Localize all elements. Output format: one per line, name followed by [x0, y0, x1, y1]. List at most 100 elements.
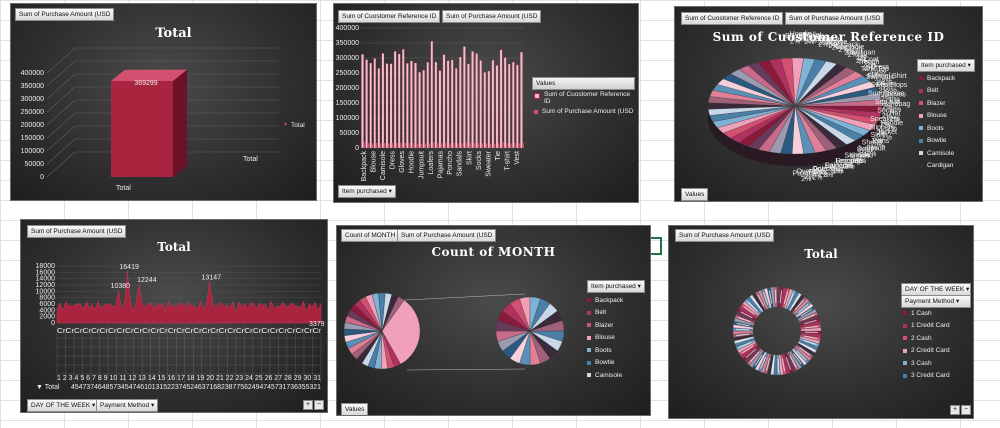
field-button-count-month[interactable]: Count of MONTH	[341, 229, 400, 242]
slice-percent: 2%	[832, 45, 842, 52]
legend-label: Backpack	[927, 74, 956, 82]
chart-doughnut-total[interactable]: Sum of Purchase Amount (USD Total DAY OF…	[668, 225, 974, 419]
bar-purchase	[367, 143, 369, 148]
legend-label: Boots	[595, 346, 612, 354]
slice-label: Pajamas	[793, 170, 821, 177]
chart-pie-of-pie-month[interactable]: Count of MONTH Sum of Purchase Amount (U…	[336, 225, 651, 416]
x-category-label: Total	[116, 185, 131, 192]
bar-customer-ref	[459, 56, 462, 149]
gridline	[46, 125, 76, 152]
chart-area-total[interactable]: 18000 16000 14000 12000 10000 8000 6000 4000 200…	[20, 219, 328, 413]
chart-title: Total	[804, 247, 838, 261]
slice-label: Gloves	[884, 91, 906, 98]
slice-percent: 2%	[856, 55, 866, 62]
chart-clustered-bar[interactable]: 400000 350000 300000 250000 200000 150000 1000…	[333, 3, 639, 203]
bar-purchase	[379, 143, 382, 148]
filter-payment-method[interactable]: Payment Method	[901, 295, 971, 308]
values-button[interactable]: Values	[681, 188, 709, 201]
x-tick-label: Dress	[390, 151, 397, 170]
bar-purchase	[371, 143, 374, 148]
y-tick-label: 10000	[36, 288, 56, 295]
bar-customer-ref	[402, 48, 405, 149]
slice-label: Swimsuit	[866, 74, 894, 81]
filter-payment-method[interactable]: Payment Method	[96, 399, 159, 412]
legend-label: 1 Credit Card	[911, 322, 950, 330]
x-tick-label: Sweater	[485, 150, 492, 176]
segment-label-tick	[803, 339, 816, 346]
slice-label: Sneakers	[870, 116, 900, 123]
bar-customer-ref	[385, 63, 389, 149]
legend-label: Belt	[595, 309, 607, 317]
gridline	[46, 73, 76, 100]
legend-label: Bowtie	[595, 359, 615, 367]
field-button-sum-purchase[interactable]: Sum of Purchase Amount (USD	[397, 229, 497, 242]
bar-purchase	[408, 142, 410, 148]
slice-percent: 2%	[790, 39, 800, 46]
expand-field-button[interactable]: +	[303, 400, 313, 410]
field-button-sum-purchase[interactable]: Sum of Purchase Amount (USD	[675, 229, 775, 242]
field-button-sum-purchase[interactable]: Sum of Purchase Amount (USD	[442, 10, 542, 23]
expand-field-button[interactable]: +	[950, 405, 960, 415]
segment-label-tick	[779, 290, 783, 304]
y-tick-label: 0	[51, 320, 55, 327]
bar-purchase	[489, 143, 492, 148]
bar-purchase	[424, 143, 426, 148]
segment-label-tick	[762, 292, 769, 305]
filter-day-of-week[interactable]: DAY OF THE WEEK	[27, 399, 100, 412]
field-button-sum-purchase[interactable]: Sum of Purchase Amount (USD	[15, 8, 115, 21]
segment-label-tick	[804, 335, 818, 340]
field-button-customer-ref[interactable]: Sum of Cuostomer Reference ID	[681, 12, 784, 25]
bar-purchase	[448, 143, 451, 148]
slice-label: Kimono	[849, 152, 873, 159]
bar-customer-ref	[446, 60, 450, 149]
slice-label: Handbag	[882, 101, 911, 108]
legend-item: Belt	[587, 307, 623, 320]
bar-customer-ref	[377, 68, 381, 149]
legend-item: Blouse	[919, 110, 955, 123]
chart-4-canvas: 1800016000140001200010000800060004000200…	[36, 263, 325, 391]
slice-label: Blazer	[785, 33, 806, 40]
chart-total-3d-bar[interactable]: 400000 350000 300000 250000 200000 150000 1000…	[10, 3, 317, 201]
legend-item-purchase: Sum of Purchase Amount (USD	[542, 108, 634, 115]
x-tick-label: Pajamas	[438, 151, 445, 179]
slice-label: Slippers	[869, 124, 895, 131]
collapse-field-button[interactable]: −	[961, 405, 971, 415]
bar-customer-ref	[463, 46, 466, 149]
row-field-item-purchased[interactable]: Item purchased	[338, 185, 396, 198]
chart-3d-pie-customer-ref[interactable]: Hoodie 2% Wallet 2% Vest 2% Belt 2% Backpack 2% T-…	[674, 6, 983, 202]
legend-label: Belt	[927, 87, 939, 95]
filter-item-purchased[interactable]: Item purchased	[587, 280, 645, 293]
field-button-sum-purchase[interactable]: Sum of Purchase Amount (USD	[785, 12, 885, 25]
x-tick-label: Sandals	[457, 151, 464, 177]
slice-label: Socks	[877, 108, 897, 115]
legend-label: 2 Cash	[911, 334, 932, 342]
filter-item-purchased[interactable]: Item purchased	[917, 59, 975, 72]
legend-item: Belt	[919, 85, 955, 98]
bar-purchase	[497, 143, 500, 148]
collapse-field-button[interactable]: −	[314, 400, 324, 410]
slice-percent: 2%	[887, 126, 897, 133]
bar-customer-ref	[361, 54, 364, 149]
bar-customer-ref	[410, 60, 413, 149]
slice-percent: 2%	[866, 151, 876, 158]
legend-item: Blazer	[919, 97, 955, 110]
slice-label: Backpack	[828, 42, 859, 49]
legend-label: 2 Credit Card	[911, 347, 950, 355]
slice-percent: 2%	[864, 64, 874, 71]
field-button-sum-purchase[interactable]: Sum of Purchase Amount (USD	[27, 225, 127, 238]
x-category-row: CrCrCrCrCrCrCrCrCrCrCrCrCrCrCrCrCrCrCrCr…	[57, 328, 322, 335]
values-button[interactable]: Values	[341, 403, 369, 415]
slice-percent: 2%	[823, 172, 833, 179]
legend-item: Cardigan	[919, 160, 955, 173]
gridline	[46, 112, 76, 139]
pie-side	[769, 151, 781, 166]
legend-label: 3 Credit Card	[911, 372, 950, 380]
slice-percent: 2%	[875, 143, 885, 150]
x-tick-label: Jumpsuit	[418, 151, 425, 179]
connector-line	[404, 293, 526, 301]
bar-purchase	[509, 143, 512, 148]
bar-customer-ref	[369, 62, 372, 149]
field-button-customer-ref[interactable]: Sum of Cuostomer Reference ID	[338, 10, 441, 23]
slice-percent: 2%	[887, 87, 897, 94]
legend-label: 3 Cash	[911, 359, 932, 367]
